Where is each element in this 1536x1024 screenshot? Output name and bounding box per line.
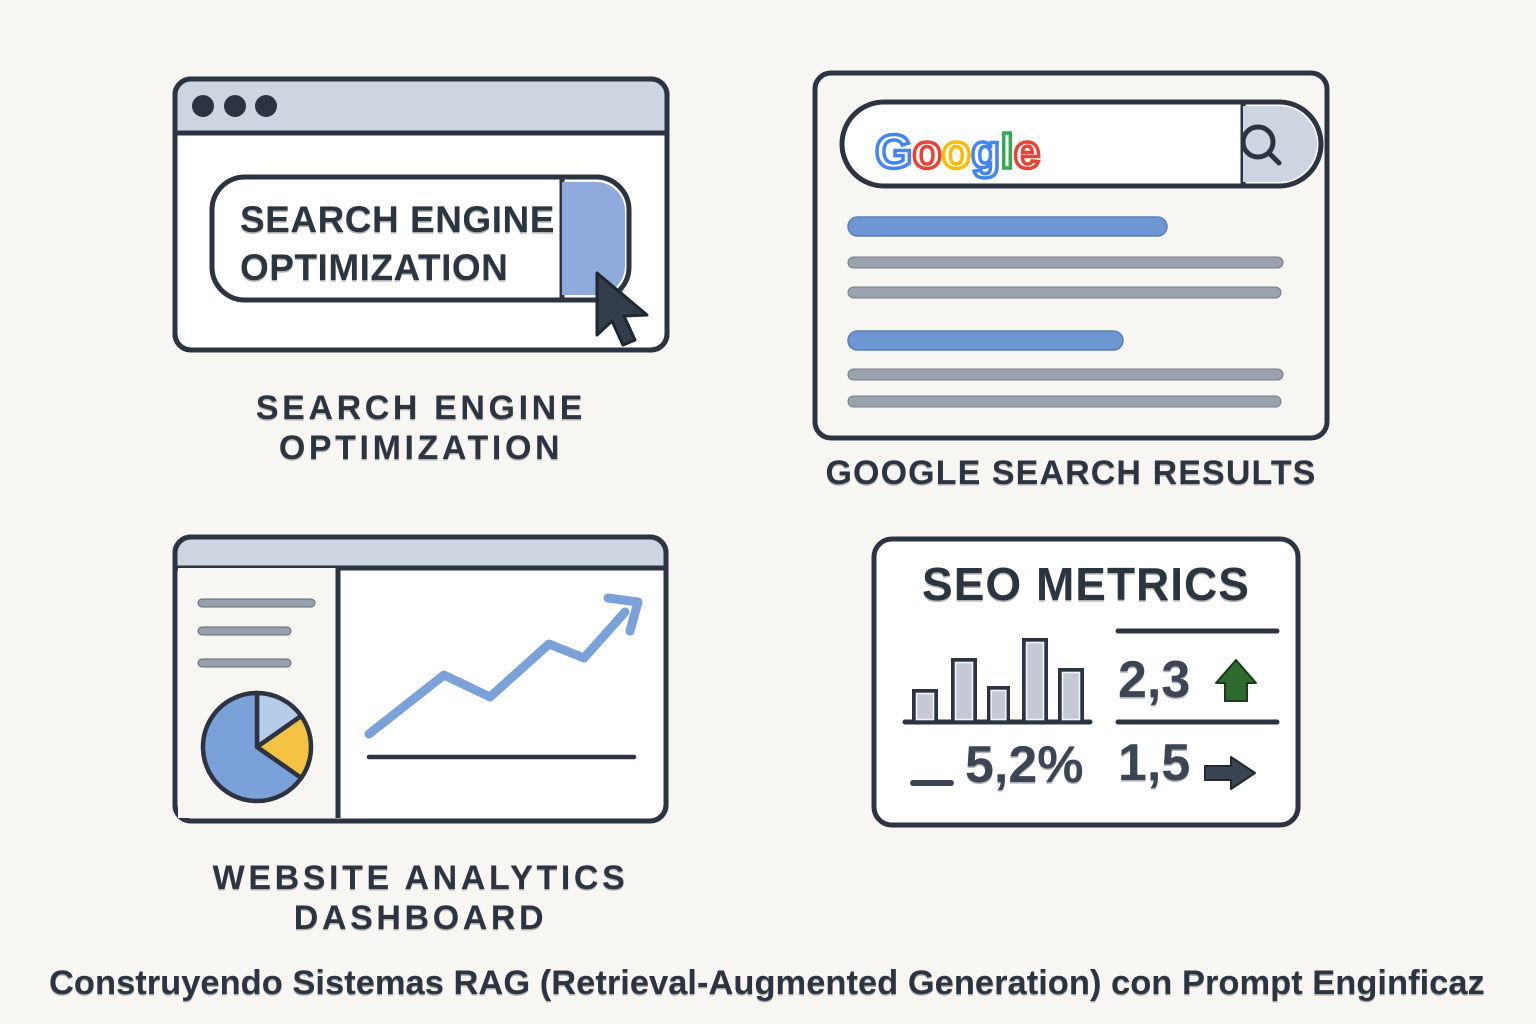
svg-text:2,3: 2,3: [1118, 651, 1190, 709]
svg-text:5,2%: 5,2%: [965, 736, 1084, 794]
svg-text:SEO METRICS: SEO METRICS: [922, 558, 1250, 610]
svg-text:1,5: 1,5: [1118, 734, 1190, 792]
